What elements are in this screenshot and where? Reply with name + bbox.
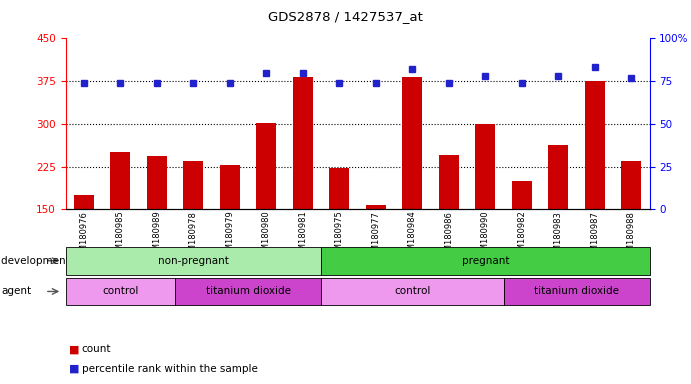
Bar — [475, 124, 495, 209]
Text: control: control — [102, 286, 139, 296]
Text: ■: ■ — [69, 364, 79, 374]
Text: non-pregnant: non-pregnant — [158, 256, 229, 266]
Text: agent: agent — [1, 286, 32, 296]
Bar — [147, 156, 167, 209]
Text: pregnant: pregnant — [462, 256, 509, 266]
Text: titanium dioxide: titanium dioxide — [534, 286, 619, 296]
Bar — [621, 161, 641, 209]
Bar — [183, 161, 203, 209]
Text: development stage: development stage — [1, 256, 102, 266]
Bar — [585, 81, 605, 209]
Bar — [293, 76, 313, 209]
Bar — [220, 165, 240, 209]
Bar — [512, 181, 532, 209]
Bar — [256, 123, 276, 209]
Bar — [548, 145, 568, 209]
Text: count: count — [82, 344, 111, 354]
Bar — [74, 195, 94, 209]
Bar — [111, 152, 131, 209]
Bar — [402, 76, 422, 209]
Text: control: control — [394, 286, 430, 296]
Text: GDS2878 / 1427537_at: GDS2878 / 1427537_at — [268, 10, 423, 23]
Text: percentile rank within the sample: percentile rank within the sample — [82, 364, 258, 374]
Bar — [439, 155, 459, 209]
Bar — [366, 205, 386, 209]
Bar — [330, 168, 350, 209]
Text: ■: ■ — [69, 344, 79, 354]
Text: titanium dioxide: titanium dioxide — [206, 286, 291, 296]
